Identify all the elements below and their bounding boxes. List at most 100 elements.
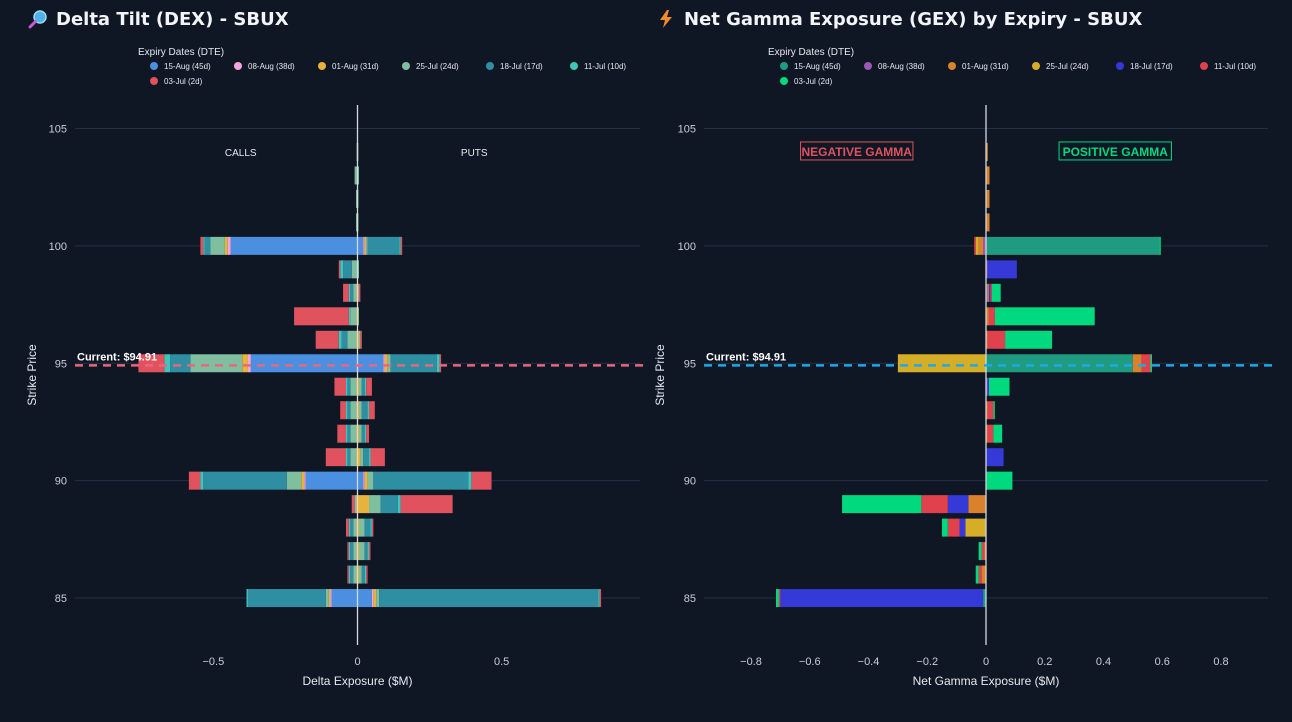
gex-title-text: Net Gamma Exposure (GEX) by Expiry - SBU… bbox=[684, 8, 1143, 30]
x-tick-label: −0.5 bbox=[203, 656, 225, 668]
bar-segment bbox=[468, 471, 472, 490]
bar-segment bbox=[366, 424, 370, 443]
annotation-text: POSITIVE GAMMA bbox=[1063, 145, 1169, 159]
bar-segment bbox=[356, 213, 358, 232]
bar-segment bbox=[356, 448, 358, 467]
bar-segment bbox=[364, 377, 367, 396]
legend-marker bbox=[1032, 62, 1040, 70]
bar-segment bbox=[984, 542, 986, 561]
bar-segment bbox=[993, 401, 995, 420]
y-tick-label: 105 bbox=[49, 123, 67, 135]
bar-segment bbox=[358, 565, 362, 584]
bar-segment bbox=[357, 307, 359, 326]
bar-segment bbox=[367, 542, 370, 561]
x-tick-label: 0.4 bbox=[1096, 656, 1111, 668]
bar-segment bbox=[358, 283, 361, 302]
bar-segment bbox=[358, 518, 365, 537]
bar-segment bbox=[439, 354, 442, 373]
bar-segment bbox=[358, 542, 365, 561]
legend-label: 18-Jul (17d) bbox=[500, 62, 543, 71]
legend-label: 18-Jul (17d) bbox=[1130, 62, 1173, 71]
x-tick-label: 0.5 bbox=[494, 656, 509, 668]
bar-segment bbox=[356, 283, 358, 302]
bar-segment bbox=[353, 565, 357, 584]
bar-segment bbox=[780, 589, 984, 608]
legend-label: 11-Jul (10d) bbox=[584, 62, 626, 71]
bar-segment bbox=[988, 307, 995, 326]
bar-segment bbox=[358, 424, 362, 443]
bar-segment bbox=[978, 565, 982, 584]
legend-marker bbox=[486, 62, 494, 70]
y-tick-label: 90 bbox=[55, 476, 67, 488]
bar-segment bbox=[340, 401, 346, 420]
bar-segment bbox=[250, 354, 358, 373]
bar-segment bbox=[987, 283, 989, 302]
bar-segment bbox=[347, 401, 351, 420]
legend-marker bbox=[150, 62, 158, 70]
bar-segment bbox=[988, 377, 1010, 396]
bar-segment bbox=[350, 424, 357, 443]
legend-title: Expiry Dates (DTE) bbox=[768, 47, 854, 58]
legend-label: 15-Aug (45d) bbox=[164, 62, 211, 71]
bar-segment bbox=[1005, 330, 1053, 349]
bar-segment bbox=[347, 377, 351, 396]
bar-segment bbox=[360, 448, 364, 467]
bar-segment bbox=[986, 189, 990, 208]
bar-segment bbox=[357, 471, 364, 490]
dex-chart: 85 90 95 100 105 −0.5 0 0.5 Delta Exposure ($M) S… bbox=[25, 47, 646, 688]
bar-segment bbox=[369, 401, 375, 420]
bar-segment bbox=[986, 354, 1133, 373]
y-axis-label: Strike Price bbox=[653, 344, 667, 406]
bar-segment bbox=[986, 260, 988, 279]
bar-segment bbox=[340, 260, 344, 279]
bar-segment bbox=[350, 448, 357, 467]
legend-marker bbox=[780, 62, 788, 70]
legend-marker bbox=[1200, 62, 1208, 70]
bar-segment bbox=[341, 330, 348, 349]
bar-segment bbox=[364, 518, 371, 537]
bar-segment bbox=[357, 401, 359, 420]
bar-segment bbox=[356, 377, 358, 396]
bar-segment bbox=[348, 542, 351, 561]
bar-segment bbox=[357, 542, 359, 561]
bar-segment bbox=[376, 589, 380, 608]
bar-segment bbox=[348, 307, 351, 326]
bar-segment bbox=[356, 307, 358, 326]
y-tick-label: 100 bbox=[49, 241, 67, 253]
bar-segment bbox=[354, 495, 357, 514]
bar-segment bbox=[301, 471, 305, 490]
bar-segment bbox=[286, 471, 302, 490]
bar-segment bbox=[380, 495, 398, 514]
bar-segment bbox=[347, 330, 357, 349]
bar-segment bbox=[361, 565, 365, 584]
magnifier-icon bbox=[28, 10, 47, 29]
bar-segment bbox=[338, 260, 341, 279]
bar-segment bbox=[347, 565, 349, 584]
x-tick-label: −0.2 bbox=[916, 656, 938, 668]
bar-segment bbox=[987, 401, 994, 420]
bar-segment bbox=[304, 471, 306, 490]
bar-segment bbox=[947, 495, 969, 514]
bar-segment bbox=[360, 330, 362, 349]
bar-segment bbox=[367, 471, 374, 490]
legend-label: 03-Jul (2d) bbox=[164, 77, 203, 86]
bar-segment bbox=[387, 354, 391, 373]
bar-segment bbox=[242, 354, 248, 373]
bar-segment bbox=[987, 330, 1006, 349]
legend-label: 25-Jul (24d) bbox=[1046, 62, 1089, 71]
bar-segment bbox=[164, 354, 171, 373]
bar-segment bbox=[366, 236, 368, 255]
bar-segment bbox=[373, 471, 469, 490]
bar-segment bbox=[986, 213, 990, 232]
bar-segment bbox=[986, 166, 990, 185]
bar-segment bbox=[986, 307, 989, 326]
bar-segment bbox=[364, 471, 368, 490]
bar-segment bbox=[347, 424, 351, 443]
x-axis-label: Net Gamma Exposure ($M) bbox=[913, 674, 1060, 688]
bar-segment bbox=[358, 330, 361, 349]
bar-segment bbox=[975, 565, 979, 584]
bar-segment bbox=[363, 448, 370, 467]
legend-title: Expiry Dates (DTE) bbox=[138, 47, 224, 58]
bar-segment bbox=[345, 377, 348, 396]
bar-segment bbox=[200, 236, 204, 255]
